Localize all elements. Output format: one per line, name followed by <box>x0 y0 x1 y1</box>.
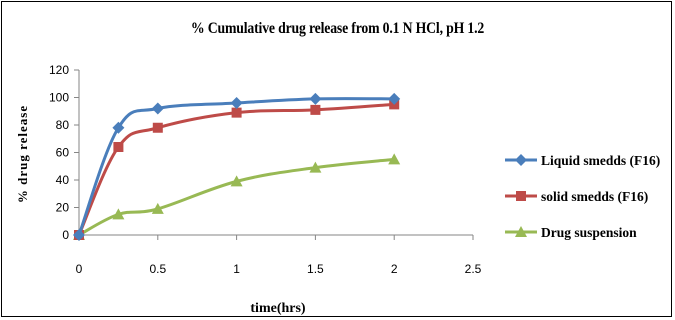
data-point <box>388 92 401 105</box>
legend-item: solid smedds (F16) <box>505 189 648 204</box>
data-point <box>112 121 125 134</box>
y-tick-label: 0 <box>62 228 69 242</box>
chart-series <box>73 92 401 241</box>
legend-label: Drug suspension <box>541 225 637 240</box>
data-point <box>231 107 242 118</box>
y-tick-label: 40 <box>56 173 70 187</box>
data-point <box>230 175 243 187</box>
data-point <box>309 92 322 105</box>
series-line <box>78 157 395 237</box>
data-point <box>152 122 163 133</box>
legend-label: Liquid smedds (F16) <box>541 153 660 168</box>
y-tick-label: 80 <box>56 118 70 132</box>
legend-marker <box>515 226 527 237</box>
x-tick-label: 0.5 <box>149 262 166 276</box>
x-axis-label: time(hrs) <box>250 301 306 316</box>
series-line <box>77 102 395 236</box>
data-point <box>151 202 164 214</box>
data-point <box>112 208 125 220</box>
series-2 <box>73 153 401 240</box>
y-tick-label: 100 <box>49 91 69 105</box>
y-tick-label: 60 <box>56 146 70 160</box>
x-tick-label: 1.5 <box>307 262 324 276</box>
x-tick-label: 2.5 <box>465 262 482 276</box>
y-tick-label: 120 <box>49 63 69 77</box>
chart-legend: Liquid smedds (F16) solid smedds (F16) Dru… <box>505 153 660 240</box>
series-0 <box>73 92 401 241</box>
chart-title: % Cumulative drug release from 0.1 N HCl… <box>190 20 485 37</box>
x-tick-label: 0 <box>76 262 83 276</box>
data-point <box>388 153 401 165</box>
legend-item: Drug suspension <box>505 225 637 240</box>
x-tick-label: 2 <box>391 262 398 276</box>
data-point <box>113 142 124 152</box>
data-point <box>73 229 85 241</box>
legend-marker <box>516 191 526 201</box>
series-line <box>77 97 395 236</box>
legend-marker <box>515 154 527 166</box>
data-point <box>151 102 164 115</box>
legend-item: Liquid smedds (F16) <box>505 153 660 168</box>
y-axis-label: % drug release <box>15 105 30 203</box>
legend-label: solid smedds (F16) <box>541 189 648 204</box>
x-tick-label: 1 <box>233 262 240 276</box>
y-tick-label: 20 <box>56 201 70 215</box>
chart-axes: 0 20 40 60 80 100 120 0 0.5 1 1.5 2 2.5 <box>49 63 482 276</box>
data-point <box>309 161 322 173</box>
data-point <box>310 104 321 115</box>
data-point <box>230 97 243 109</box>
